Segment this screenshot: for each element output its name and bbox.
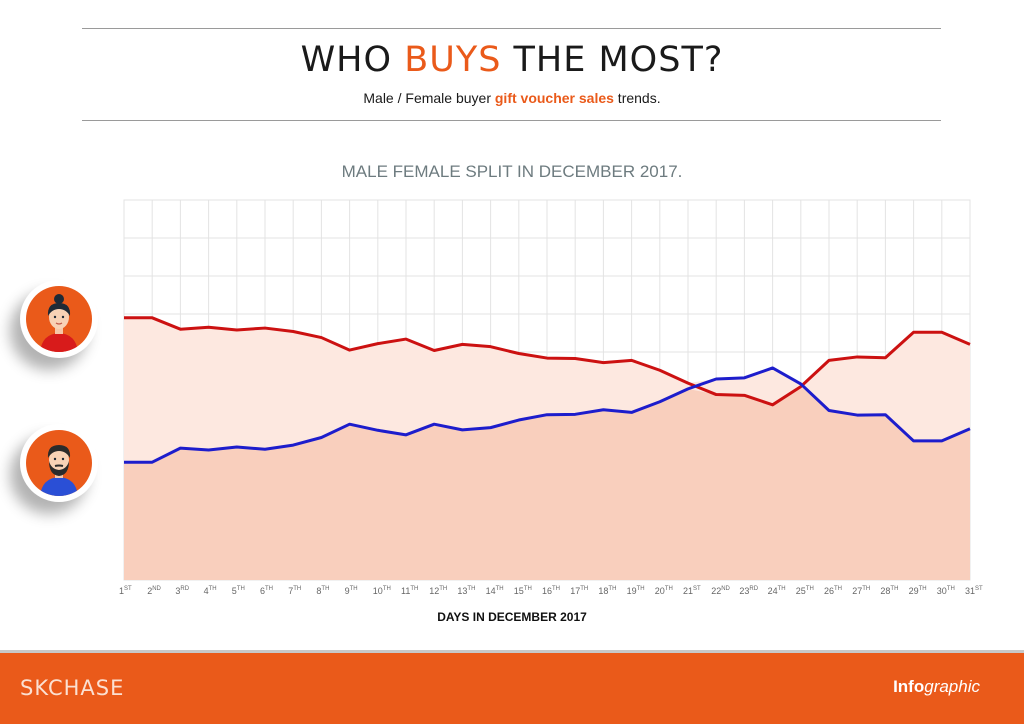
x-tick-label: 27TH [852, 586, 870, 596]
page-subtitle: Male / Female buyer gift voucher sales t… [0, 90, 1024, 106]
area-lower [124, 386, 970, 580]
x-tick-label: 13TH [457, 586, 475, 596]
x-tick-label: 20TH [655, 586, 673, 596]
x-tick-label: 25TH [796, 586, 814, 596]
x-tick-label: 9TH [345, 586, 358, 596]
x-tick-label: 22ND [711, 586, 730, 596]
top-divider [82, 28, 941, 29]
x-tick-label: 23RD [739, 586, 758, 596]
x-tick-label: 4TH [204, 586, 217, 596]
x-tick-label: 24TH [768, 586, 786, 596]
x-axis-label: DAYS IN DECEMBER 2017 [437, 610, 587, 624]
subtitle-part-1: Male / Female buyer [363, 90, 495, 106]
header-divider [82, 120, 941, 121]
female-avatar [20, 280, 98, 358]
tag-bold: Info [893, 677, 925, 696]
series-line-male [124, 366, 971, 464]
x-tick-label: 14TH [486, 586, 504, 596]
x-tick-label: 2ND [147, 586, 161, 596]
x-tick-label: 6TH [260, 586, 273, 596]
x-tick-label: 11TH [401, 586, 418, 596]
x-tick-label: 5TH [232, 586, 245, 596]
male-avatar [20, 424, 98, 502]
x-tick-label: 3RD [175, 586, 189, 596]
x-tick-label: 21ST [683, 586, 701, 596]
x-tick-label: 8TH [316, 586, 329, 596]
page-title: WHO BUYS THE MOST? [0, 40, 1024, 80]
male-avatar-icon [26, 430, 92, 496]
x-tick-label: 16TH [542, 586, 560, 596]
x-tick-label: 17TH [570, 586, 588, 596]
x-tick-label: 30TH [937, 586, 955, 596]
footer-bar [0, 650, 1024, 724]
x-tick-label: 28TH [880, 586, 898, 596]
x-tick-label: 26TH [824, 586, 842, 596]
title-part-1: WHO [300, 40, 405, 80]
infographic-tag: Infographic [893, 677, 980, 697]
x-tick-label: 15TH [514, 586, 532, 596]
line-chart: 1ST 2ND 3RD 4TH 5TH 6TH 7TH 8TH 9TH 10TH 11TH 12TH 1… [119, 199, 983, 596]
x-tick-label: 31ST [965, 586, 983, 596]
series-line-female [124, 316, 971, 407]
tag-italic: graphic [924, 677, 980, 696]
title-part-2: THE MOST? [501, 40, 724, 80]
x-tick-label: 12TH [429, 586, 447, 596]
brand-logo: SKCHASE [20, 676, 125, 700]
x-tick-label: 18TH [598, 586, 616, 596]
x-tick-label: 19TH [627, 586, 645, 596]
female-avatar-icon [26, 286, 92, 352]
x-tick-label: 1ST [119, 586, 132, 596]
chart-title: MALE FEMALE SPLIT IN DECEMBER 2017. [341, 162, 683, 181]
title-accent: BUYS [404, 40, 502, 80]
subtitle-accent: gift voucher sales [494, 90, 614, 106]
x-tick-label: 10TH [373, 586, 391, 596]
x-tick-label: 7TH [288, 586, 301, 596]
x-tick-label: 29TH [909, 586, 927, 596]
subtitle-part-2: trends. [613, 90, 661, 106]
